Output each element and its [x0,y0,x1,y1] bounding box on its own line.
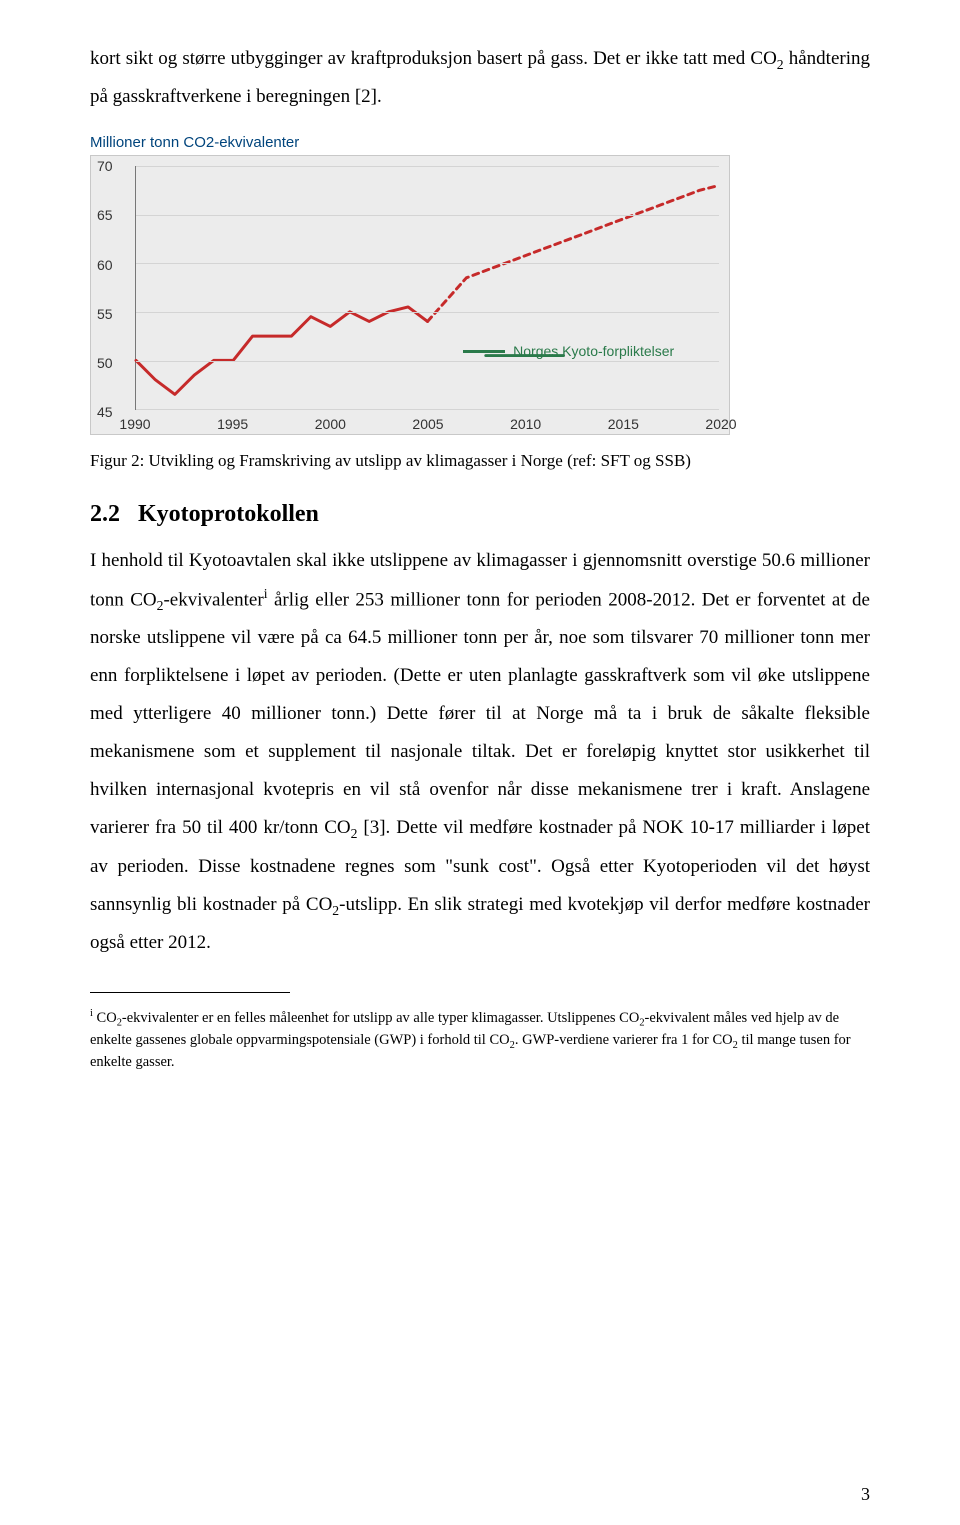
chart-series-historikk [136,307,428,394]
chart-xtick-label: 1990 [119,416,150,432]
chart-ytick-label: 55 [97,306,113,322]
chart-ytick-label: 70 [97,158,113,174]
chart-series-framskriving [428,186,720,322]
chart-gridline [136,409,719,410]
chart-xtick-label: 1995 [217,416,248,432]
footnote-separator [90,992,290,993]
chart-ytick-label: 65 [97,207,113,223]
chart-plot-area: 4550556065701990199520002005201020152020… [90,155,730,435]
chart-xtick-label: 2020 [705,416,736,432]
footnote-text: i CO2-ekvivalenter er en felles måleenhe… [90,1007,870,1072]
chart-ytick-label: 50 [97,355,113,371]
page-number: 3 [861,1484,870,1505]
chart-gridline [136,312,719,313]
section-heading-text: Kyotoprotokollen [138,501,319,527]
chart-gridline [136,215,719,216]
chart-legend: Norges Kyoto-forpliktelser [463,343,674,359]
body-paragraph-kyoto: I henhold til Kyotoavtalen skal ikke uts… [90,542,870,962]
section-heading-number: 2.2 [90,501,120,527]
chart-container: Millioner tonn CO2-ekvivalenter 45 50 55 60… [90,134,730,435]
chart-series-svg [136,166,719,409]
chart-xtick-label: 2000 [315,416,346,432]
chart-gridline [136,263,719,264]
chart-gridline [136,166,719,167]
intro-paragraph: kort sikt og større utbygginger av kraft… [90,40,870,116]
chart-title: Millioner tonn CO2-ekvivalenter [90,134,730,151]
figure-caption: Figur 2: Utvikling og Framskriving av ut… [90,449,870,473]
section-heading: 2.2 Kyotoprotokollen [90,501,870,528]
chart-legend-label: Norges Kyoto-forpliktelser [513,343,674,359]
chart-xtick-label: 2015 [608,416,639,432]
chart-ytick-label: 45 [97,404,113,420]
chart-xtick-label: 2005 [412,416,443,432]
chart-xtick-label: 2010 [510,416,541,432]
chart-ytick-label: 60 [97,257,113,273]
chart-gridline [136,361,719,362]
chart-legend-swatch [463,350,505,353]
chart-plot-inner [135,166,719,410]
